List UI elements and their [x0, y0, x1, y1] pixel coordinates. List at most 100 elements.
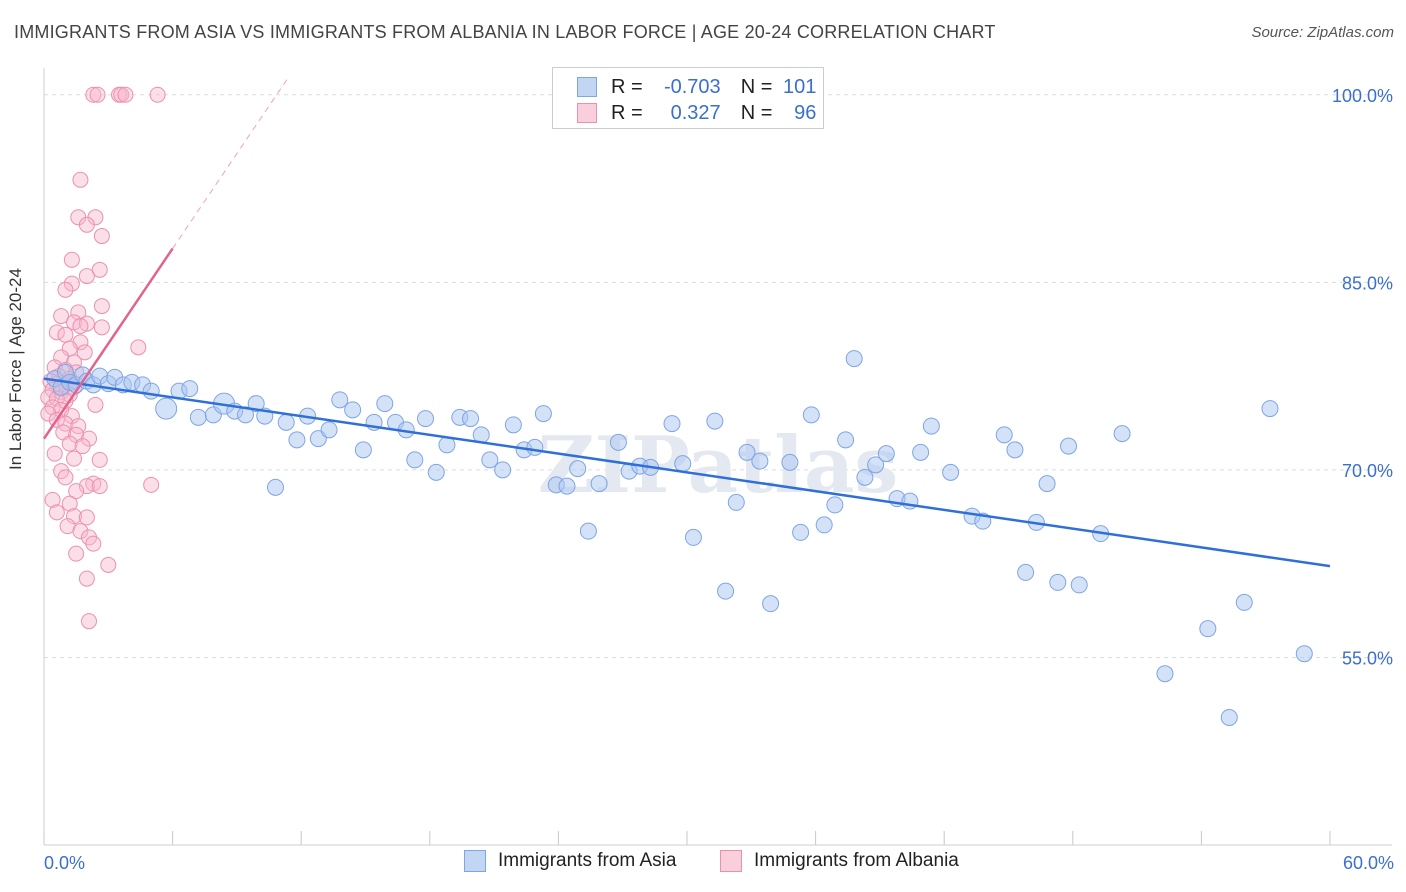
albania-point [85, 86, 102, 103]
albania-point [78, 268, 95, 285]
albania-point [93, 319, 110, 336]
albania-point [68, 545, 85, 562]
asia-point [922, 417, 940, 435]
asia-point [792, 523, 810, 541]
asia-point [320, 421, 338, 439]
albania-swatch [577, 103, 597, 123]
asia-point [845, 350, 863, 368]
asia-point [1156, 665, 1174, 683]
correlation-legend: R = -0.703 N = 101 R = 0.327 N = 96 [552, 67, 824, 129]
albania-point [70, 304, 87, 321]
asia-point [1038, 475, 1056, 493]
albania-point [81, 613, 98, 630]
asia-swatch [577, 77, 597, 97]
albania-point [74, 438, 91, 455]
asia-point [727, 493, 745, 511]
watermark: ZIPatlas [538, 420, 899, 511]
asia-point [331, 391, 349, 409]
asia-trend-line [43, 377, 1331, 568]
asia-r-value: -0.703 [663, 75, 721, 98]
albania-point [93, 228, 110, 245]
asia-point [406, 451, 424, 469]
albania-point [63, 251, 80, 268]
albania-trend-extension [172, 75, 290, 249]
y-tick-label: 70.0% [1342, 461, 1393, 481]
albania-point [87, 396, 104, 413]
albania-point [72, 523, 89, 540]
asia-point [1049, 573, 1067, 591]
albania-point [61, 495, 78, 512]
albania-point [57, 281, 74, 298]
asia-point [826, 496, 844, 514]
asia-point [751, 452, 769, 470]
asia-point [354, 441, 372, 459]
albania-point [78, 509, 95, 526]
asia-point [717, 582, 735, 600]
asia-point [815, 516, 833, 534]
asia-point [1235, 593, 1253, 611]
albania-point [66, 508, 83, 525]
albania-point [63, 275, 80, 292]
asia-point [569, 460, 587, 478]
asia-point [462, 410, 480, 428]
y-tick-label: 85.0% [1342, 273, 1393, 293]
legend-item-asia[interactable]: Immigrants from Asia [464, 850, 676, 872]
legend-item-albania[interactable]: Immigrants from Albania [720, 850, 959, 872]
y-tick-label: 100.0% [1332, 86, 1393, 106]
asia-point [558, 477, 576, 495]
y-axis-label: In Labor Force | Age 20-24 [6, 268, 25, 470]
albania-point [91, 478, 108, 495]
asia-legend-swatch [464, 850, 486, 872]
series-legend: Immigrants from Asia Immigrants from Alb… [0, 850, 1406, 878]
asia-point [942, 463, 960, 481]
albania-point [89, 86, 106, 103]
albania-n-label: N = [740, 101, 773, 124]
albania-point [57, 326, 74, 343]
asia-point [189, 408, 207, 426]
asia-point [1017, 563, 1035, 581]
albania-point [40, 405, 57, 422]
legend-row-albania: R = 0.327 N = 96 [577, 101, 816, 125]
asia-point [802, 406, 820, 424]
asia-point [1006, 441, 1024, 459]
asia-point [344, 401, 362, 419]
albania-point [143, 476, 160, 493]
asia-point [534, 405, 552, 423]
asia-point [663, 415, 681, 433]
albania-point [53, 308, 70, 325]
asia-r-label: R = [611, 75, 643, 98]
albania-point [149, 86, 166, 103]
x-tick-label-min: 0.0% [44, 853, 86, 873]
asia-point [247, 395, 265, 413]
albania-point [100, 556, 117, 573]
albania-point [91, 261, 108, 278]
asia-point [526, 438, 544, 456]
asia-point [781, 453, 799, 471]
asia-point [1199, 620, 1217, 638]
asia-point [266, 478, 284, 496]
chart-title: IMMIGRANTS FROM ASIA VS IMMIGRANTS FROM … [14, 22, 996, 42]
asia-point [877, 445, 895, 463]
asia-point [494, 461, 512, 479]
albania-point [117, 86, 134, 103]
albania-point [66, 450, 83, 467]
asia-point [142, 382, 160, 400]
asia-n-label: N = [740, 75, 773, 98]
asia-point [684, 528, 702, 546]
asia-point [856, 468, 874, 486]
albania-point [78, 315, 95, 332]
albania-trend-line [42, 247, 174, 440]
asia-point [1070, 576, 1088, 594]
asia-point [738, 443, 756, 461]
albania-point [76, 344, 93, 361]
x-tick-label-max: 60.0% [1342, 853, 1394, 873]
asia-point [1295, 645, 1313, 663]
albania-legend-label: Immigrants from Albania [754, 850, 959, 871]
albania-point [40, 389, 57, 406]
asia-point [837, 431, 855, 449]
asia-point [762, 595, 780, 613]
legend-row-asia: R = -0.703 N = 101 [577, 75, 816, 99]
source-credit: Source: ZipAtlas.com [1251, 24, 1394, 41]
albania-point [72, 171, 89, 188]
